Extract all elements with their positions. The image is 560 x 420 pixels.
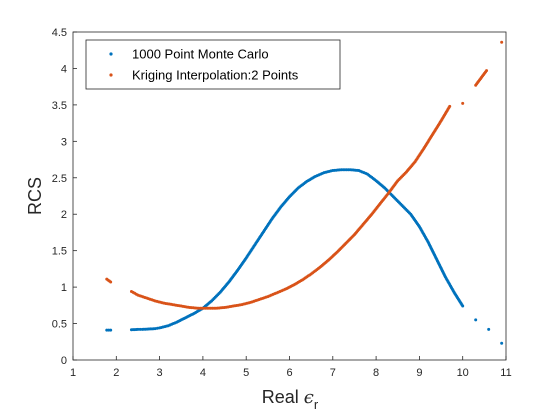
x-tick-label: 5: [243, 367, 249, 379]
legend: 1000 Point Monte Carlo Kriging Interpola…: [85, 39, 341, 90]
data-point: [138, 327, 142, 331]
y-tick-label: 0.5: [52, 319, 67, 331]
y-axis: 0 0.5 1 1.5 2 2.5 3 3.5 4 4.5: [52, 27, 77, 367]
x-axis-label-main: Real: [262, 387, 304, 407]
data-point: [500, 40, 504, 44]
x-axis-label-symbol: ϵ: [304, 387, 314, 408]
x-tick-label: 2: [113, 367, 119, 379]
x-axis-label-subscript: r: [314, 397, 319, 412]
y-tick-label: 3: [61, 136, 67, 148]
x-tick-label: 8: [373, 367, 379, 379]
x-tick-label: 6: [286, 367, 292, 379]
series-kriging: [105, 40, 504, 310]
series-monte-carlo: [105, 168, 504, 345]
data-point: [448, 104, 452, 108]
x-tick-label: 1: [70, 367, 76, 379]
y-tick-label: 0: [61, 355, 67, 367]
x-tick-label: 10: [457, 367, 469, 379]
y-tick-label: 4: [61, 63, 67, 75]
x-axis-label: Real ϵr: [262, 387, 319, 412]
y-axis-label: RCS: [25, 177, 45, 215]
data-point: [500, 341, 504, 345]
legend-marker-monte-carlo: [109, 52, 113, 56]
data-point: [109, 280, 113, 284]
y-tick-label: 2: [61, 209, 67, 221]
y-tick-label: 1: [61, 282, 67, 294]
x-axis: 1 2 3 4 5 6 7 8 9 10 11: [70, 356, 512, 379]
x-tick-label: 11: [500, 367, 511, 379]
x-tick-label: 3: [157, 367, 163, 379]
data-point: [461, 304, 465, 308]
y-tick-label: 4.5: [52, 27, 67, 39]
data-point: [136, 327, 140, 331]
data-point: [485, 69, 489, 73]
legend-label-monte-carlo: 1000 Point Monte Carlo: [132, 47, 269, 62]
data-point: [487, 327, 491, 331]
x-tick-label: 4: [200, 367, 206, 379]
series-layer: [105, 40, 504, 345]
legend-label-kriging: Kriging Interpolation:2 Points: [132, 68, 299, 83]
data-point: [461, 101, 465, 105]
data-point: [109, 328, 113, 332]
x-tick-label: 9: [416, 367, 422, 379]
y-tick-label: 3.5: [52, 100, 67, 112]
data-point: [474, 318, 478, 322]
x-tick-label: 7: [330, 367, 336, 379]
legend-box: [85, 39, 341, 90]
y-tick-label: 2.5: [52, 173, 67, 185]
legend-marker-kriging: [109, 73, 113, 77]
y-tick-label: 1.5: [52, 246, 67, 258]
